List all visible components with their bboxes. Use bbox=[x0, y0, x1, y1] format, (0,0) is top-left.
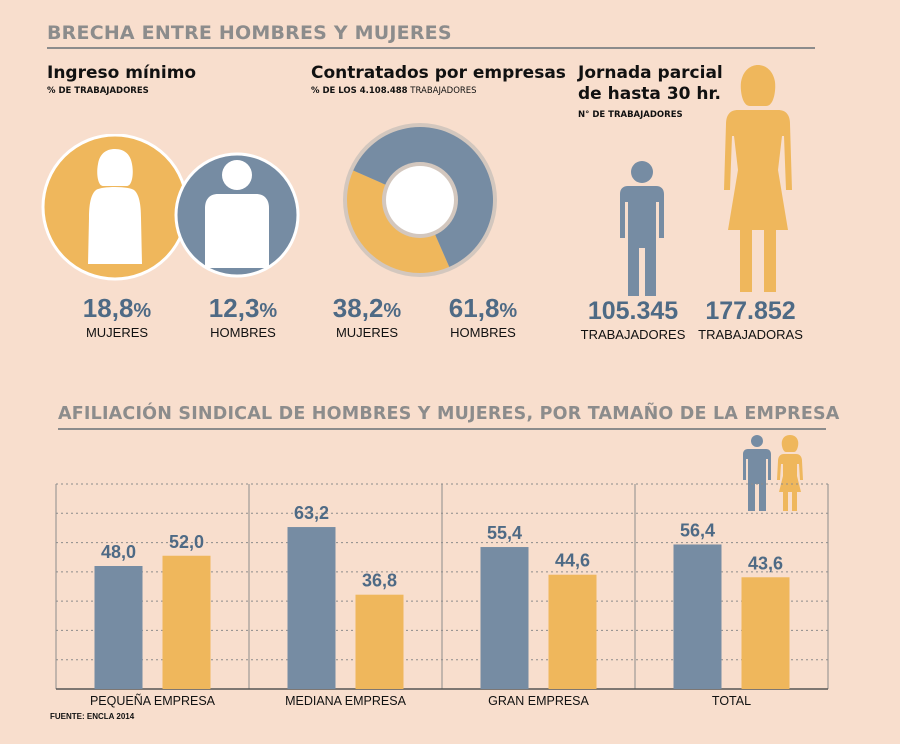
bar-men bbox=[94, 566, 143, 689]
bar-value-label: 48,0 bbox=[101, 542, 136, 562]
category-label: MEDIANA EMPRESA bbox=[285, 694, 407, 708]
contratados-title: Contratados por empresas bbox=[311, 63, 566, 83]
ingreso-title: Ingreso mínimo bbox=[47, 63, 197, 83]
man-icon bbox=[620, 161, 664, 296]
jornada-title: Jornada parcial de hasta 30 hr. bbox=[578, 63, 723, 104]
woman-icon bbox=[88, 149, 142, 264]
bar-value-label: 52,0 bbox=[169, 532, 204, 552]
woman-icon bbox=[724, 65, 792, 292]
bar-women bbox=[741, 577, 790, 689]
afiliacion-bar-chart: 48,0 52,0 PEQUEÑA EMPRESA 63,2 36,8 MEDIANA E… bbox=[55, 483, 829, 708]
bar-women bbox=[548, 574, 597, 689]
source-note: FUENTE: ENCLA 2014 bbox=[50, 712, 135, 721]
bar-men bbox=[287, 527, 336, 689]
category-label: TOTAL bbox=[712, 694, 751, 708]
bar-women bbox=[162, 555, 211, 689]
contratados-donut bbox=[343, 123, 497, 277]
bar-men bbox=[673, 544, 722, 689]
contratados-subtitle: % DE LOS 4.108.488 TRABAJADORES bbox=[311, 86, 477, 96]
ingreso-women-value: 18,8% bbox=[82, 293, 152, 323]
contratados-men-value: 61,8% bbox=[448, 293, 518, 323]
section-title-brecha: BRECHA ENTRE HOMBRES Y MUJERES bbox=[47, 22, 452, 44]
jornada-men-value: 105.345 bbox=[587, 297, 679, 325]
section-title-afiliacion: AFILIACIÓN SINDICAL DE HOMBRES Y MUJERES… bbox=[58, 404, 840, 424]
contratados-women-label: MUJERES bbox=[335, 325, 399, 340]
bar-value-label: 55,4 bbox=[487, 523, 522, 543]
title-rule bbox=[47, 47, 815, 49]
bar-women bbox=[355, 594, 404, 689]
contratados-women-value: 38,2% bbox=[332, 293, 402, 323]
bar-value-label: 43,6 bbox=[748, 553, 783, 573]
bar-value-label: 36,8 bbox=[362, 571, 397, 591]
jornada-men-label: TRABAJADORES bbox=[580, 327, 686, 342]
category-label: PEQUEÑA EMPRESA bbox=[90, 694, 216, 708]
man-icon bbox=[205, 160, 269, 268]
woman-icon bbox=[777, 435, 803, 511]
jornada-subtitle: N° DE TRABAJADORES bbox=[578, 110, 683, 120]
bar-men bbox=[480, 547, 529, 689]
contratados-men-label: HOMBRES bbox=[450, 325, 516, 340]
bar-value-label: 44,6 bbox=[555, 551, 590, 571]
ingreso-women-label: MUJERES bbox=[85, 325, 149, 340]
legend-icons bbox=[743, 435, 803, 511]
section-rule bbox=[58, 428, 826, 430]
ingreso-men-label: HOMBRES bbox=[210, 325, 276, 340]
ingreso-men-value: 12,3% bbox=[208, 293, 278, 323]
woman-circle bbox=[41, 134, 189, 281]
ingreso-subtitle: % DE TRABAJADORES bbox=[47, 86, 149, 96]
bar-value-label: 56,4 bbox=[680, 520, 715, 540]
man-circle bbox=[174, 152, 300, 278]
jornada-figures bbox=[620, 65, 792, 296]
category-label: GRAN EMPRESA bbox=[488, 694, 589, 708]
jornada-women-value: 177.852 bbox=[705, 297, 796, 325]
man-icon bbox=[743, 435, 771, 511]
bar-value-label: 63,2 bbox=[294, 503, 329, 523]
ingreso-icons bbox=[41, 134, 300, 281]
jornada-women-label: TRABAJADORAS bbox=[698, 327, 803, 342]
